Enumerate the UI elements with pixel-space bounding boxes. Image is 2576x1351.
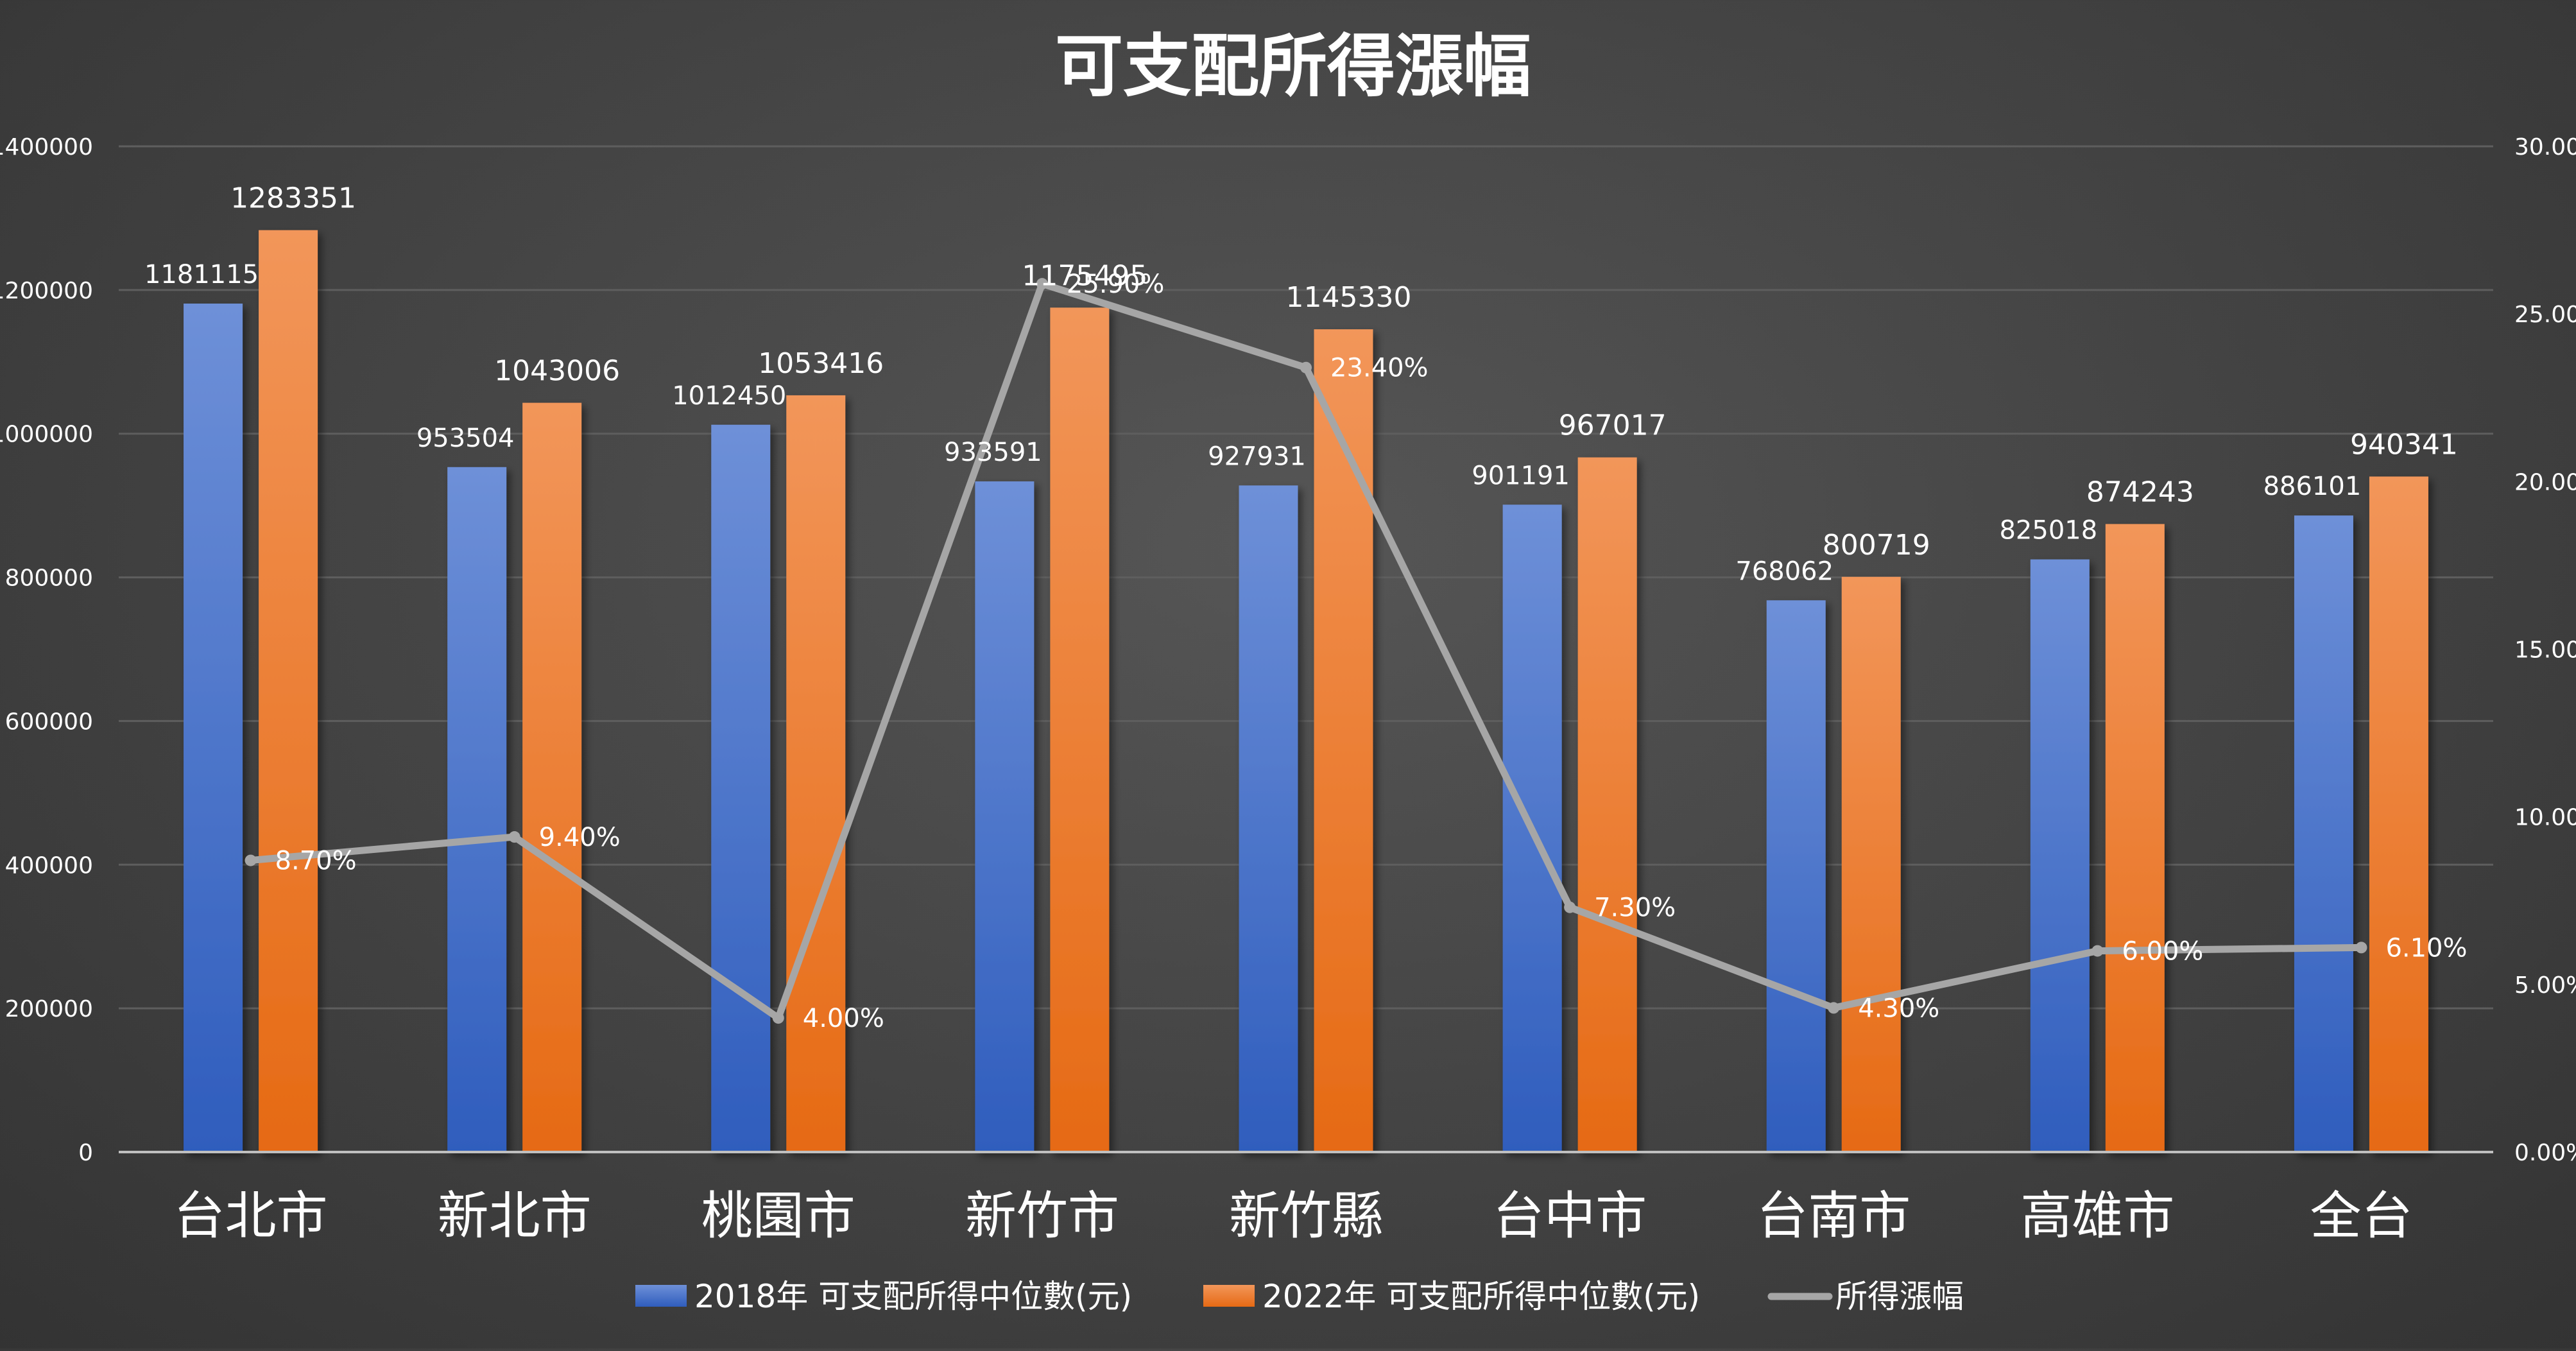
legend-item-2018: 2018年 可支配所得中位數(元) bbox=[635, 1278, 1132, 1315]
line-data-label: 7.30% bbox=[1594, 893, 1676, 923]
x-axis-category-label: 新北市 bbox=[438, 1186, 592, 1246]
y-right-tick-label: 10.00% bbox=[2514, 805, 2576, 831]
y-left-tick-label: 1000000 bbox=[0, 422, 93, 448]
bar-2022 bbox=[1841, 576, 1901, 1152]
y-left-tick-label: 600000 bbox=[5, 709, 93, 735]
y-axis-left-labels: 0 200000 400000 600000 800000 1000000 1200000 1… bbox=[0, 134, 93, 1166]
x-axis-category-label: 台北市 bbox=[174, 1186, 328, 1246]
bar-2018 bbox=[975, 481, 1035, 1152]
y-right-tick-label: 20.00% bbox=[2514, 469, 2576, 495]
x-axis-category-label: 新竹市 bbox=[965, 1186, 1119, 1246]
bar-label-2018: 768062 bbox=[1735, 556, 1833, 586]
bars bbox=[184, 230, 2428, 1152]
y-left-tick-label: 800000 bbox=[5, 565, 93, 592]
y-left-tick-label: 1400000 bbox=[0, 134, 93, 160]
growth-point bbox=[2355, 942, 2367, 954]
legend-label: 所得漲幅 bbox=[1835, 1278, 1964, 1315]
bar-label-2022: 1043006 bbox=[494, 355, 620, 388]
bar-2022 bbox=[259, 230, 318, 1152]
bar-2018 bbox=[1239, 485, 1298, 1152]
bar-2018 bbox=[2030, 559, 2090, 1152]
bar-label-2022: 1175495 bbox=[1022, 259, 1147, 292]
growth-point bbox=[245, 854, 257, 866]
y-right-tick-label: 30.00% bbox=[2514, 134, 2576, 160]
x-axis-labels: 台北市 新北市 桃園市 新竹市 新竹縣 台中市 台南市 高雄市 全台 bbox=[174, 1186, 2413, 1246]
line-data-label: 23.40% bbox=[1330, 354, 1429, 383]
legend-item-growth: 所得漲幅 bbox=[1767, 1278, 1964, 1315]
x-axis-category-label: 全台 bbox=[2310, 1186, 2412, 1246]
bar-label-2022: 940341 bbox=[2350, 428, 2458, 461]
y-right-tick-label: 25.00% bbox=[2514, 302, 2576, 328]
legend: 2018年 可支配所得中位數(元) 2022年 可支配所得中位數(元) 所得漲幅 bbox=[635, 1278, 1964, 1315]
chart-title: 可支配所得漲幅 bbox=[1055, 27, 1531, 106]
growth-line-series bbox=[245, 278, 2367, 1024]
line-data-label: 9.40% bbox=[539, 823, 621, 852]
y-axis-right-labels: 0.00% 5.00% 10.00% 15.00% 20.00% 25.00% 30.00% bbox=[2514, 134, 2576, 1166]
line-data-labels: 8.70% 9.40% 4.00% 25.90% 23.40% 7.30% 4.30% 6.0… bbox=[275, 270, 2468, 1033]
bar-2018 bbox=[184, 303, 243, 1152]
y-left-tick-label: 400000 bbox=[5, 852, 93, 879]
line-data-label: 6.00% bbox=[2122, 937, 2203, 967]
growth-point bbox=[1828, 1002, 1840, 1014]
y-left-tick-label: 200000 bbox=[5, 996, 93, 1022]
growth-point bbox=[1300, 361, 1312, 374]
bar-label-2022: 1053416 bbox=[758, 347, 884, 380]
legend-label: 2022年 可支配所得中位數(元) bbox=[1262, 1278, 1700, 1315]
bar-data-labels: 1181115 1283351 953504 1043006 1012450105341… bbox=[144, 182, 2458, 587]
bar-label-2018: 886101 bbox=[2263, 472, 2362, 501]
bar-label-2018: 1012450 bbox=[672, 381, 786, 411]
x-axis-category-label: 台中市 bbox=[1493, 1186, 1647, 1246]
x-axis-category-label: 高雄市 bbox=[2020, 1186, 2174, 1246]
growth-point bbox=[508, 831, 520, 843]
legend-swatch bbox=[1203, 1285, 1255, 1307]
x-axis-category-label: 台南市 bbox=[1756, 1186, 1911, 1246]
y-right-tick-label: 5.00% bbox=[2514, 972, 2576, 999]
bar-2022 bbox=[786, 395, 846, 1152]
bar-2022 bbox=[1050, 307, 1110, 1152]
bar-2022 bbox=[2105, 524, 2165, 1152]
bar-label-2022: 967017 bbox=[1559, 409, 1667, 442]
growth-point bbox=[1564, 901, 1576, 913]
y-left-tick-label: 0 bbox=[78, 1140, 93, 1166]
line-data-label: 4.00% bbox=[803, 1004, 884, 1033]
bar-2018 bbox=[711, 424, 771, 1152]
bar-2022 bbox=[1314, 329, 1373, 1152]
y-left-tick-label: 1200000 bbox=[0, 278, 93, 304]
x-axis-category-label: 桃園市 bbox=[701, 1186, 855, 1246]
x-axis-category-label: 新竹縣 bbox=[1229, 1186, 1383, 1246]
bar-2018 bbox=[447, 467, 507, 1152]
bar-2018 bbox=[1766, 600, 1826, 1152]
bar-label-2018: 927931 bbox=[1208, 442, 1306, 471]
bar-label-2022: 1145330 bbox=[1286, 281, 1412, 314]
growth-point bbox=[772, 1012, 784, 1024]
growth-point bbox=[1036, 278, 1048, 290]
bar-label-2018: 901191 bbox=[1472, 461, 1570, 490]
y-right-tick-label: 15.00% bbox=[2514, 637, 2576, 664]
line-data-label: 8.70% bbox=[275, 847, 357, 876]
legend-item-2022: 2022年 可支配所得中位數(元) bbox=[1203, 1278, 1700, 1315]
bar-label-2018: 953504 bbox=[416, 424, 515, 453]
line-data-label: 6.10% bbox=[2385, 933, 2467, 963]
line-data-label: 25.90% bbox=[1067, 270, 1165, 299]
y-right-tick-label: 0.00% bbox=[2514, 1140, 2576, 1166]
bar-label-2018: 1181115 bbox=[144, 260, 259, 289]
bar-2022 bbox=[2369, 476, 2428, 1152]
bar-label-2022: 1283351 bbox=[230, 182, 356, 215]
bar-label-2018: 825018 bbox=[1999, 516, 2097, 546]
bar-2022 bbox=[1577, 457, 1637, 1152]
growth-point bbox=[2091, 945, 2104, 957]
line-data-label: 4.30% bbox=[1858, 994, 1939, 1023]
bar-label-2022: 800719 bbox=[1823, 529, 1930, 562]
legend-swatch bbox=[635, 1285, 687, 1307]
bar-label-2022: 874243 bbox=[2086, 476, 2194, 508]
bar-label-2018: 933591 bbox=[944, 438, 1042, 467]
bar-2022 bbox=[522, 402, 582, 1152]
gridlines bbox=[119, 145, 2493, 1010]
bar-2018 bbox=[2294, 515, 2353, 1152]
legend-label: 2018年 可支配所得中位數(元) bbox=[694, 1278, 1132, 1315]
